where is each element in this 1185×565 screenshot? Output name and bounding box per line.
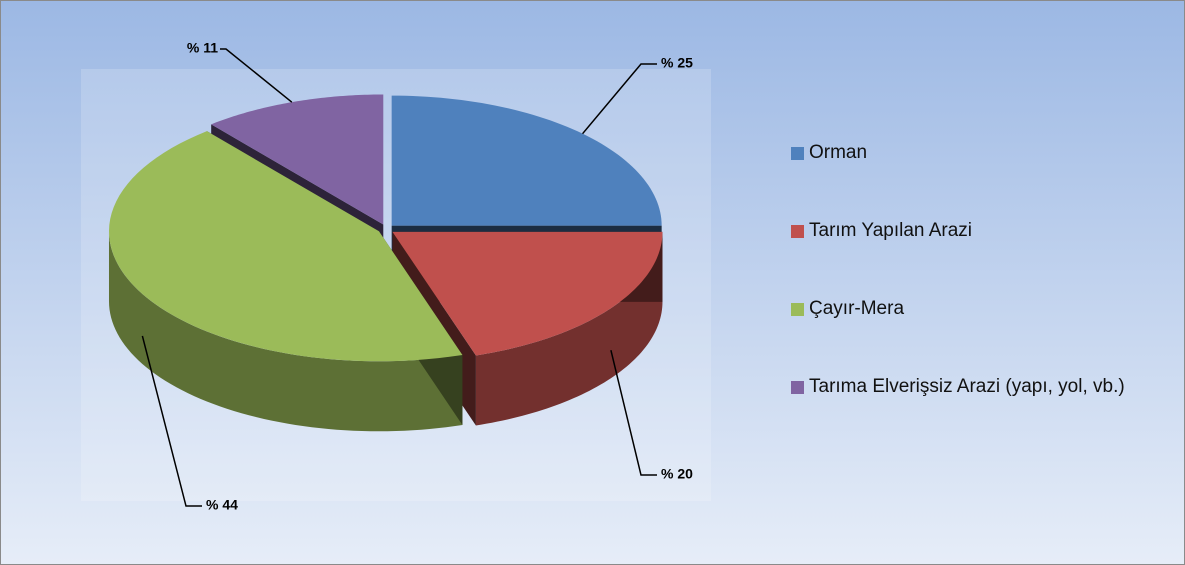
data-label: % 20 <box>661 466 693 482</box>
slice-side <box>108 231 463 432</box>
slice <box>108 131 463 362</box>
legend-swatch <box>791 303 804 316</box>
leader-line <box>141 335 202 507</box>
legend: Orman Tarım Yapılan Arazi Çayır-Mera Tarıma… <box>791 139 1166 451</box>
slice <box>391 95 662 226</box>
legend-label: Orman <box>809 142 868 163</box>
slice <box>211 94 384 225</box>
legend-item: Çayır-Mera <box>791 295 1166 373</box>
legend-swatch <box>791 147 804 160</box>
legend-swatch <box>791 381 804 394</box>
legend-item: Tarıma Elverişsiz Arazi (yapı, yol, vb.) <box>791 373 1166 451</box>
slice-side <box>475 231 663 426</box>
legend-swatch <box>791 225 804 238</box>
legend-item: Tarım Yapılan Arazi <box>791 217 1166 295</box>
data-label: % 11 <box>187 40 218 56</box>
data-label: % 44 <box>206 497 238 513</box>
slice <box>392 231 663 356</box>
legend-label: Çayır-Mera <box>809 298 905 319</box>
legend-item: Orman <box>791 139 1166 217</box>
leader-line <box>220 48 293 103</box>
leader-line <box>582 63 657 135</box>
data-label: % 25 <box>661 55 693 71</box>
legend-label: Tarım Yapılan Arazi <box>809 220 972 241</box>
leader-line <box>610 350 657 476</box>
legend-label: Tarıma Elverişsiz Arazi (yapı, yol, vb.) <box>809 376 1125 397</box>
